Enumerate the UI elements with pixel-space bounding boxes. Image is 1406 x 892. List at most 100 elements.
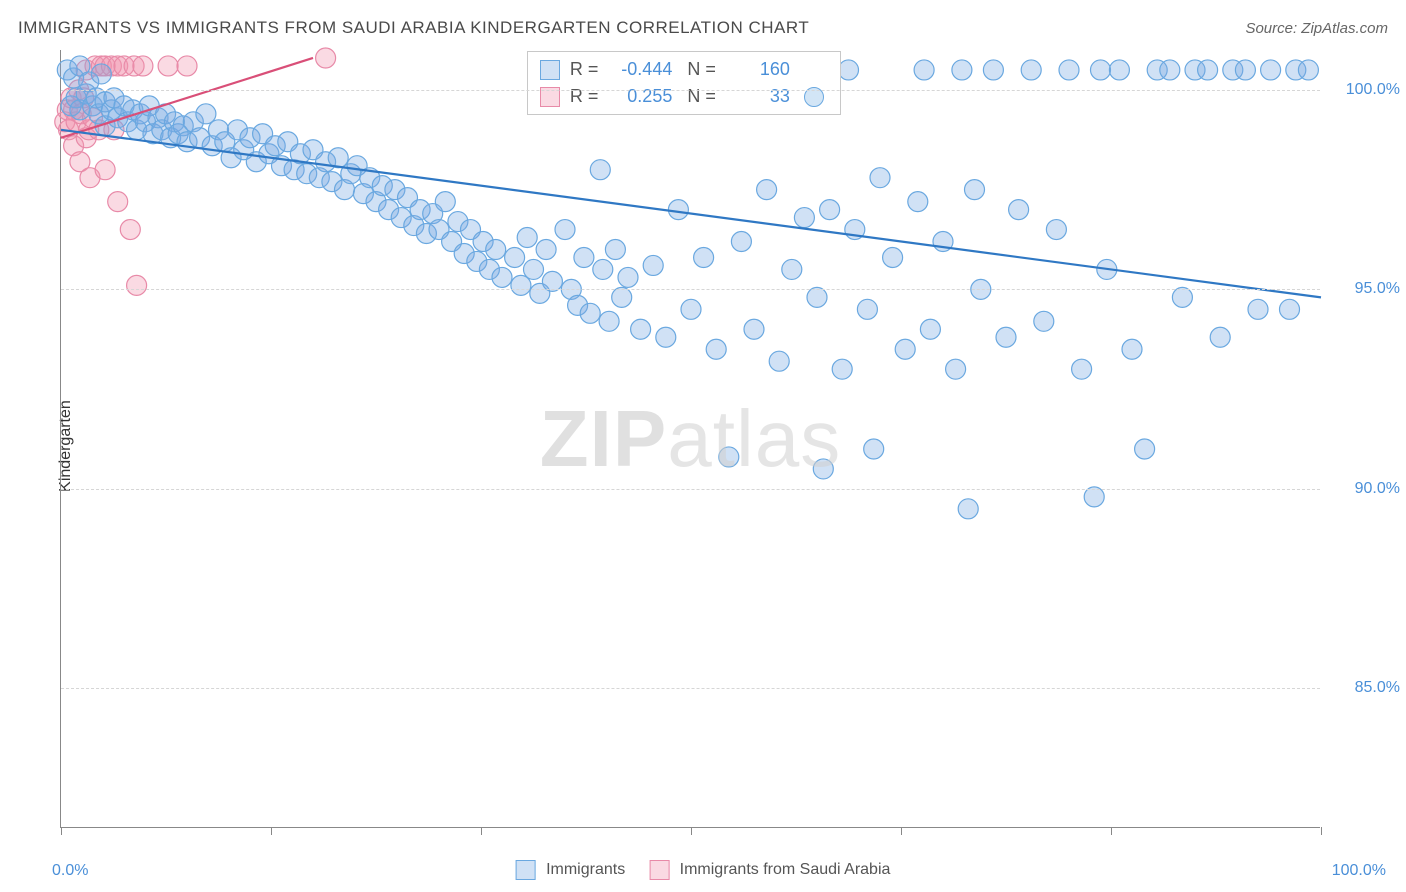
scatter-point bbox=[574, 247, 594, 267]
bottom-legend: Immigrants Immigrants from Saudi Arabia bbox=[516, 860, 891, 880]
x-axis-min-label: 0.0% bbox=[52, 862, 88, 880]
scatter-point bbox=[91, 64, 111, 84]
scatter-point bbox=[1261, 60, 1281, 80]
scatter-point bbox=[618, 267, 638, 287]
scatter-point bbox=[505, 247, 525, 267]
scatter-point bbox=[794, 208, 814, 228]
x-tick bbox=[1321, 827, 1322, 835]
scatter-point bbox=[996, 327, 1016, 347]
scatter-point bbox=[536, 239, 556, 259]
stats-n-blue: 160 bbox=[726, 56, 790, 83]
gridline-h bbox=[61, 688, 1320, 689]
scatter-point bbox=[517, 228, 537, 248]
stats-r-pink: 0.255 bbox=[608, 83, 672, 110]
stats-row-pink: R = 0.255 N = 33 bbox=[540, 83, 824, 110]
scatter-point bbox=[813, 459, 833, 479]
scatter-point bbox=[555, 220, 575, 240]
scatter-point bbox=[870, 168, 890, 188]
scatter-point bbox=[1210, 327, 1230, 347]
stats-n-label: N = bbox=[682, 56, 716, 83]
y-tick-label: 85.0% bbox=[1330, 679, 1400, 697]
scatter-point bbox=[895, 339, 915, 359]
x-tick bbox=[1111, 827, 1112, 835]
x-tick bbox=[691, 827, 692, 835]
scatter-point bbox=[95, 160, 115, 180]
scatter-point bbox=[120, 220, 140, 240]
gridline-h bbox=[61, 489, 1320, 490]
scatter-point bbox=[1072, 359, 1092, 379]
scatter-point bbox=[820, 200, 840, 220]
scatter-point bbox=[744, 319, 764, 339]
scatter-point bbox=[1046, 220, 1066, 240]
scatter-svg bbox=[61, 50, 1320, 827]
scatter-point bbox=[946, 359, 966, 379]
scatter-point bbox=[631, 319, 651, 339]
x-tick bbox=[901, 827, 902, 835]
scatter-point bbox=[1160, 60, 1180, 80]
scatter-point bbox=[1109, 60, 1129, 80]
scatter-point bbox=[668, 200, 688, 220]
scatter-point bbox=[952, 60, 972, 80]
stats-n-pink: 33 bbox=[726, 83, 790, 110]
scatter-point bbox=[1059, 60, 1079, 80]
scatter-point bbox=[643, 255, 663, 275]
scatter-point bbox=[706, 339, 726, 359]
gridline-h bbox=[61, 289, 1320, 290]
source-attribution: Source: ZipAtlas.com bbox=[1245, 20, 1388, 37]
scatter-point bbox=[1009, 200, 1029, 220]
legend-label-blue: Immigrants bbox=[546, 861, 625, 878]
scatter-point bbox=[1248, 299, 1268, 319]
scatter-point bbox=[883, 247, 903, 267]
stats-row-blue: R = -0.444 N = 160 bbox=[540, 56, 824, 83]
scatter-point bbox=[108, 192, 128, 212]
scatter-point bbox=[1034, 311, 1054, 331]
legend-swatch-pink bbox=[649, 860, 669, 880]
scatter-point bbox=[316, 48, 336, 68]
scatter-point bbox=[681, 299, 701, 319]
scatter-point bbox=[486, 239, 506, 259]
scatter-point bbox=[694, 247, 714, 267]
scatter-point bbox=[1298, 60, 1318, 80]
scatter-point bbox=[580, 303, 600, 323]
scatter-point bbox=[757, 180, 777, 200]
stats-legend-box: R = -0.444 N = 160 R = 0.255 N = 33 bbox=[527, 51, 841, 115]
scatter-point bbox=[908, 192, 928, 212]
scatter-point bbox=[983, 60, 1003, 80]
x-tick bbox=[481, 827, 482, 835]
y-tick-label: 90.0% bbox=[1330, 480, 1400, 498]
stats-n-label-2: N = bbox=[682, 83, 716, 110]
scatter-point bbox=[731, 232, 751, 252]
scatter-point bbox=[914, 60, 934, 80]
x-tick bbox=[61, 827, 62, 835]
scatter-point bbox=[599, 311, 619, 331]
stats-swatch-blue bbox=[540, 60, 560, 80]
scatter-point bbox=[593, 259, 613, 279]
scatter-point bbox=[1021, 60, 1041, 80]
chart-header: IMMIGRANTS VS IMMIGRANTS FROM SAUDI ARAB… bbox=[18, 18, 1388, 38]
scatter-point bbox=[656, 327, 676, 347]
scatter-point bbox=[158, 56, 178, 76]
scatter-point bbox=[782, 259, 802, 279]
scatter-point bbox=[839, 60, 859, 80]
scatter-point bbox=[435, 192, 455, 212]
scatter-point bbox=[127, 275, 147, 295]
scatter-point bbox=[1135, 439, 1155, 459]
y-tick-label: 95.0% bbox=[1330, 280, 1400, 298]
legend-label-pink: Immigrants from Saudi Arabia bbox=[680, 861, 891, 878]
scatter-point bbox=[1122, 339, 1142, 359]
scatter-point bbox=[1198, 60, 1218, 80]
scatter-point bbox=[590, 160, 610, 180]
scatter-point bbox=[492, 267, 512, 287]
scatter-point bbox=[719, 447, 739, 467]
scatter-point bbox=[524, 259, 544, 279]
legend-swatch-blue bbox=[516, 860, 536, 880]
scatter-point bbox=[965, 180, 985, 200]
stats-r-label: R = bbox=[570, 56, 599, 83]
scatter-point bbox=[133, 56, 153, 76]
chart-title: IMMIGRANTS VS IMMIGRANTS FROM SAUDI ARAB… bbox=[18, 18, 809, 38]
stats-r-label-2: R = bbox=[570, 83, 599, 110]
scatter-point bbox=[832, 359, 852, 379]
plot-area: ZIPatlas R = -0.444 N = 160 R = 0.255 N … bbox=[60, 50, 1320, 828]
trend-line bbox=[61, 130, 1321, 298]
stats-r-blue: -0.444 bbox=[608, 56, 672, 83]
